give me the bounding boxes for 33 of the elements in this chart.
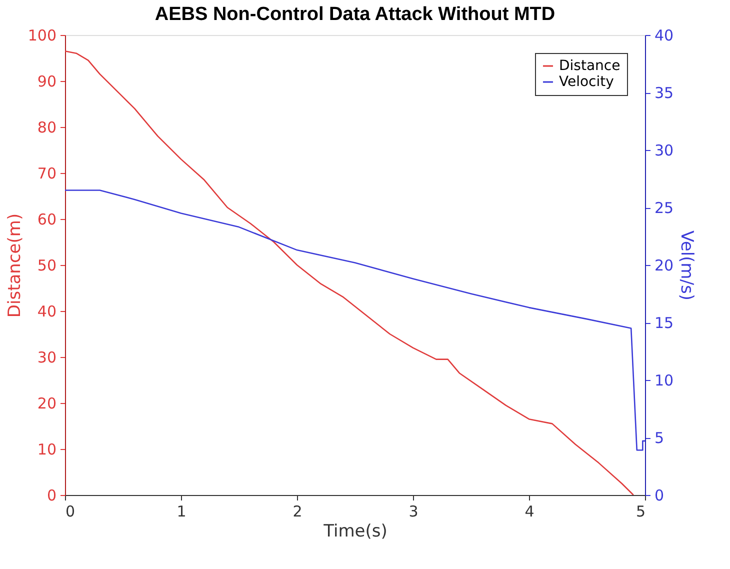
y2-tick-label: 0 <box>654 486 664 504</box>
y2-tick-label: 35 <box>654 84 674 102</box>
x-tick-label: 5 <box>636 502 646 520</box>
legend-label: Velocity <box>559 74 614 90</box>
x-tick-label: 2 <box>292 502 302 520</box>
y2-tick-label: 15 <box>654 314 674 332</box>
y-tick-label: 30 <box>37 348 56 366</box>
y2-tick-label: 5 <box>654 429 664 447</box>
y-tick-label: 60 <box>37 210 56 228</box>
y2-tick-label: 10 <box>654 372 674 390</box>
y-tick-label: 70 <box>37 164 56 182</box>
y-tick-label: 80 <box>37 118 56 136</box>
line-series <box>65 50 634 495</box>
y2-axis-title: Vel(m/s) <box>676 230 697 300</box>
chart-title: AEBS Non-Control Data Attack Without MTD <box>154 4 556 25</box>
x-tick-label: 0 <box>66 502 76 520</box>
y2-tick-label: 25 <box>654 199 674 217</box>
x-axis-title: Time(s) <box>322 522 388 542</box>
x-tick-label: 1 <box>176 502 186 520</box>
y-tick-label: 0 <box>46 486 56 504</box>
x-tick-label: 3 <box>408 502 418 520</box>
y-tick-label: 40 <box>37 302 56 320</box>
y2-tick-label: 30 <box>654 142 674 160</box>
y2-tick-label: 20 <box>654 256 674 274</box>
legend-label: Distance <box>559 58 620 74</box>
y2-tick-label: 40 <box>654 26 674 44</box>
y-axis-title: Distance(m) <box>4 213 25 318</box>
y-tick-label: 100 <box>28 26 56 44</box>
y-tick-label: 50 <box>37 256 56 274</box>
y-tick-label: 90 <box>37 72 56 90</box>
y-tick-label: 10 <box>37 440 56 458</box>
y-tick-label: 20 <box>37 394 56 412</box>
x-tick-label: 4 <box>524 502 534 520</box>
